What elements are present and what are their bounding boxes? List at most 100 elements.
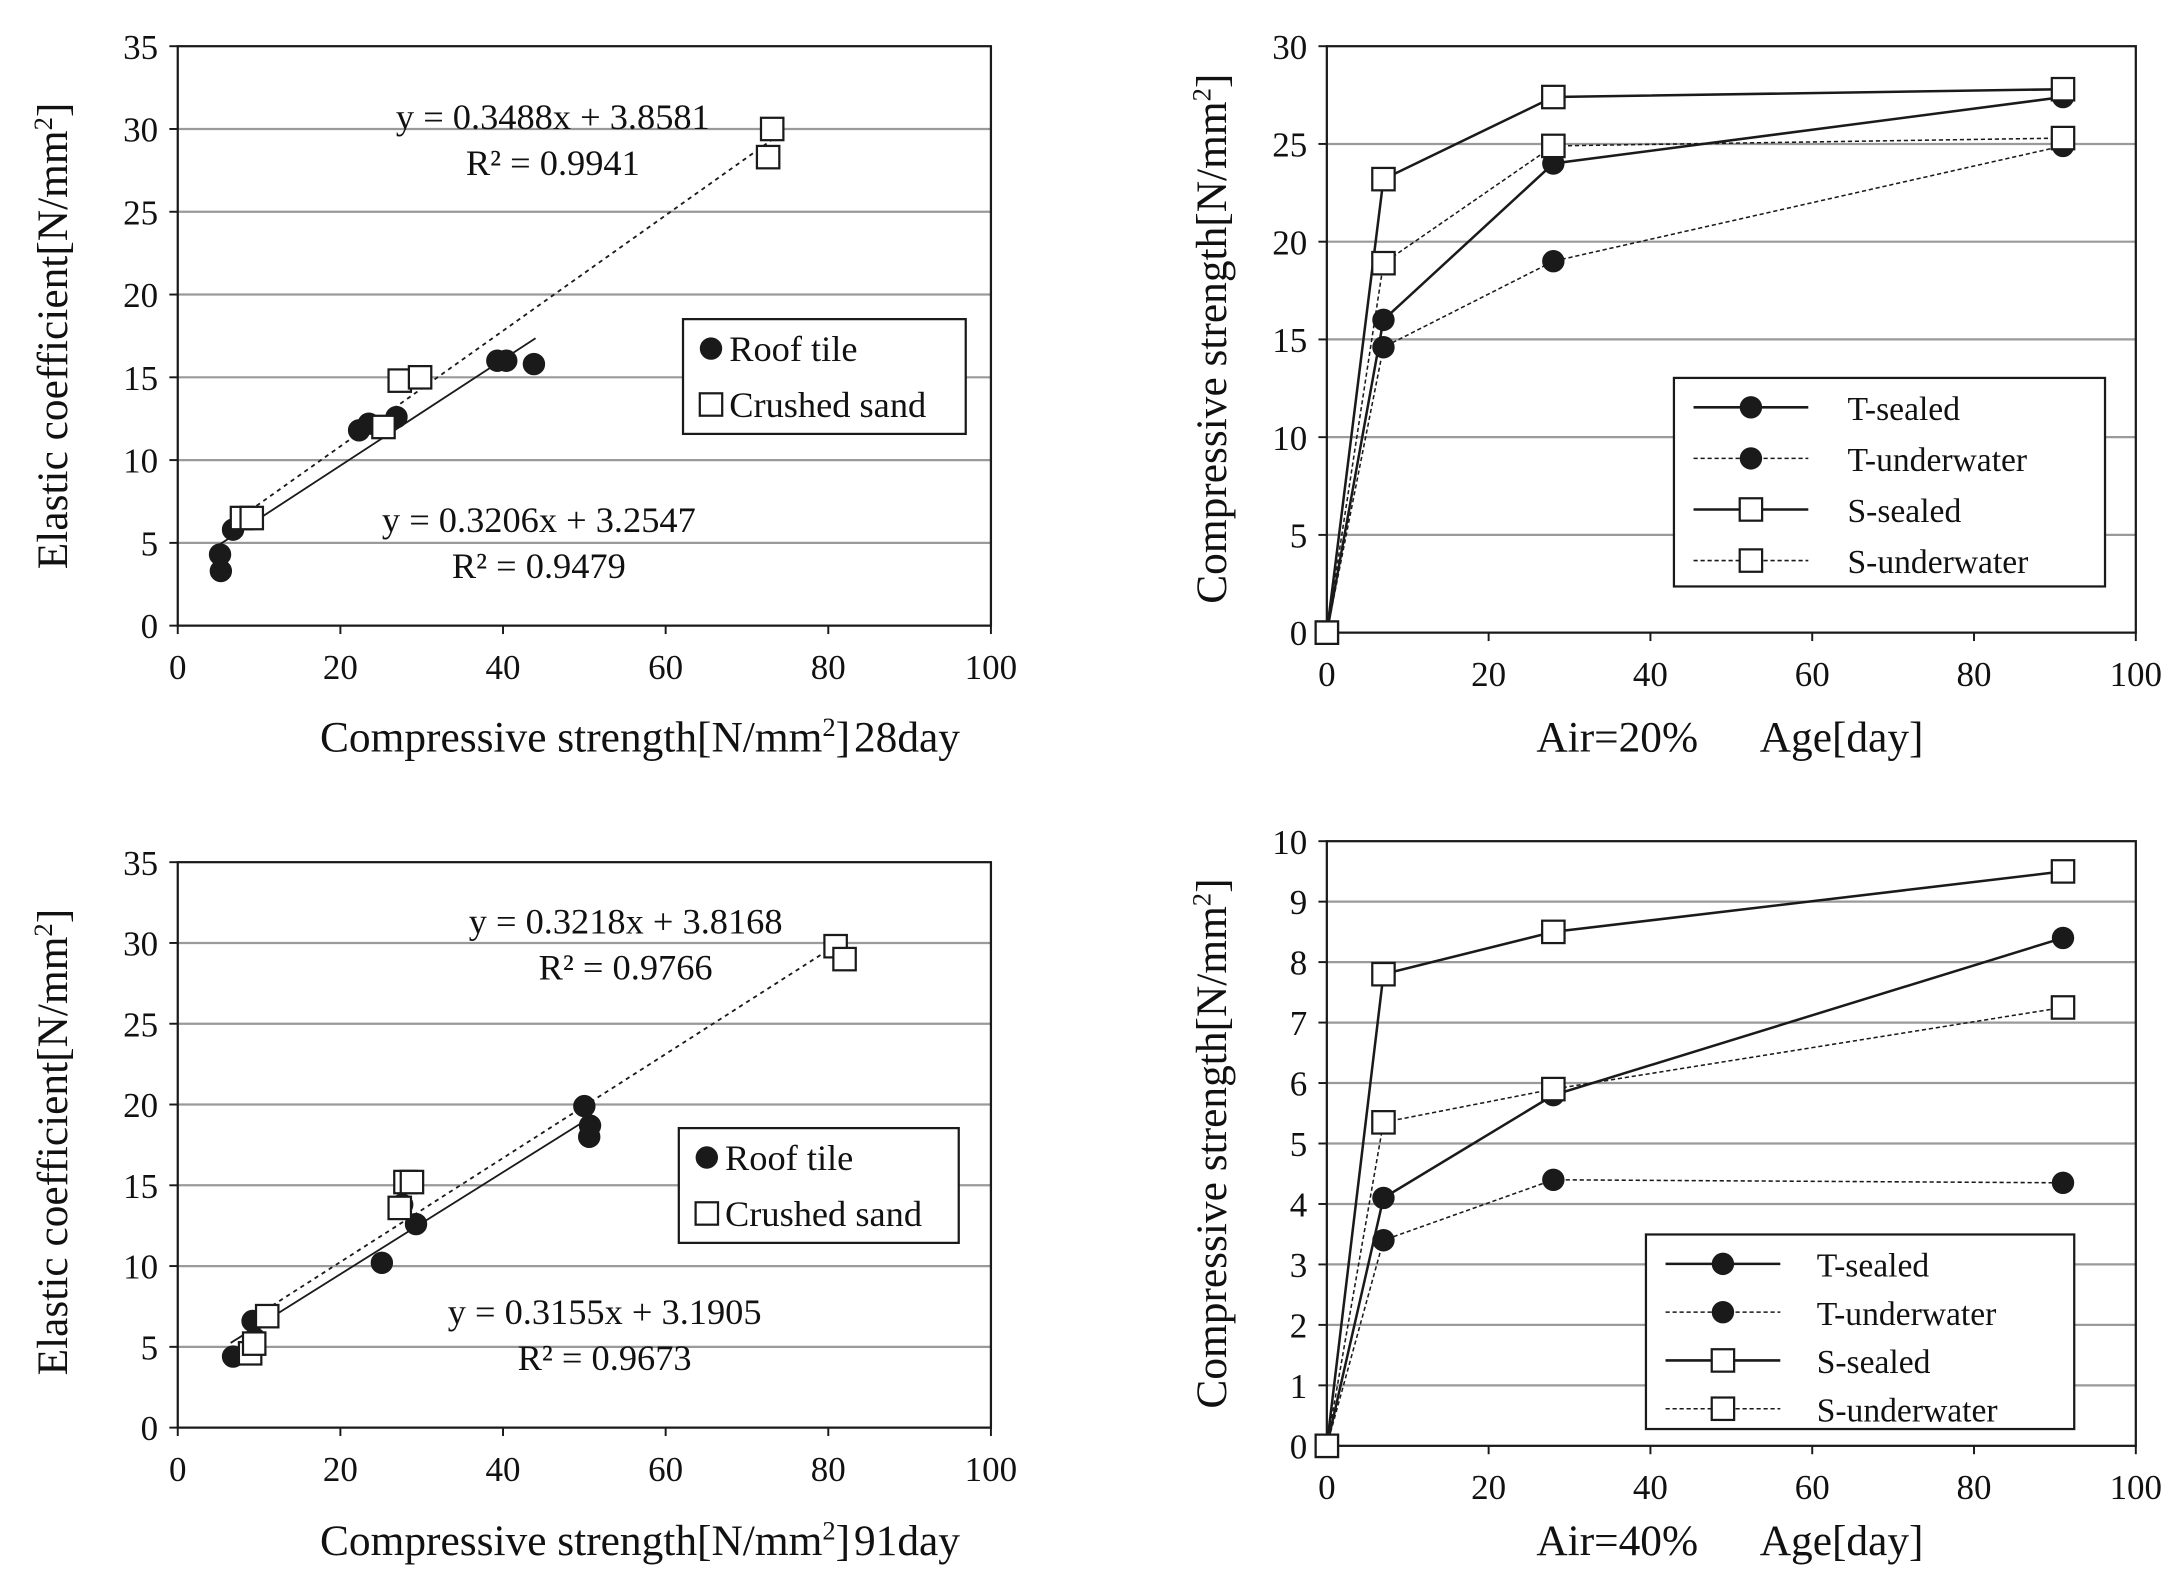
y-tick-label: 10 <box>123 1248 158 1287</box>
data-point-s-underwater <box>1314 1433 1340 1459</box>
y-tick-label: 4 <box>1290 1186 1307 1225</box>
data-point-s-sealed <box>1371 166 1396 192</box>
y-axis-title-main: Elastic coefficient[N/mm <box>29 936 77 1375</box>
data-point-s-sealed <box>2050 76 2076 102</box>
legend: Roof tile Crushed sand <box>677 1126 960 1244</box>
trendline-roof-tile <box>217 337 537 546</box>
y-axis-title-superscript: 2 <box>28 923 58 936</box>
data-point-crushed-sand <box>241 1331 267 1356</box>
x-tick-label: 100 <box>2110 655 2162 694</box>
y-axis-title-main: Elastic coefficient[N/mm <box>29 130 77 569</box>
data-point-crushed-sand <box>407 364 433 390</box>
y-tick-label: 0 <box>1290 1427 1307 1466</box>
data-point-s-sealed <box>1541 919 1566 945</box>
legend: T-sealed T-underwater S-sealed S-underwater <box>1644 1233 2076 1431</box>
x-axis-title-main: Age[day] <box>1760 714 1924 762</box>
plot-area-frame <box>1325 840 2137 1447</box>
plot-area-frame <box>176 45 993 627</box>
x-tick-label: 60 <box>1795 655 1830 694</box>
data-point-s-underwater <box>1371 250 1396 276</box>
data-point-crushed-sand <box>254 1303 280 1329</box>
y-tick-label: 25 <box>123 1005 158 1044</box>
chart-panel-top-right: 0 5 10 15 20 25 30 0 20 40 60 80 100 Air=20% Age[day] C… <box>1187 28 2162 762</box>
x-tick-label: 80 <box>811 648 846 687</box>
data-point-t-underwater <box>1542 1168 1565 1191</box>
trendline-crushed-sand <box>242 139 772 517</box>
y-tick-label: 0 <box>141 607 159 646</box>
data-point-roof-tile <box>578 1125 601 1149</box>
x-axis-title-close: ] <box>836 714 850 762</box>
data-point-roof-tile <box>495 349 518 372</box>
series-line-s-underwater <box>1326 137 2064 633</box>
legend-marker <box>1711 1252 1735 1276</box>
legend-marker <box>695 1146 719 1169</box>
chart-panel-top-left: 0 5 10 15 20 25 30 35 0 20 40 60 80 100 Compressive st… <box>28 28 1017 762</box>
data-point-s-underwater <box>1541 133 1566 159</box>
x-tick-label: 80 <box>1957 1468 1992 1507</box>
x-axis-title-air: Air=40% <box>1536 1517 1698 1565</box>
legend-label: Roof tile <box>729 329 857 369</box>
x-axis-title: Air=40% Age[day] <box>1536 1517 1923 1565</box>
legend-label: T-underwater <box>1817 1296 1997 1333</box>
series-line-s-underwater <box>1326 1006 2064 1446</box>
x-tick-label: 20 <box>1471 655 1506 694</box>
y-axis-title-close: ] <box>29 909 77 923</box>
x-axis-title-close: ] <box>836 1517 850 1565</box>
y-tick-label: 20 <box>1272 223 1307 262</box>
legend-marker <box>1710 1348 1736 1373</box>
x-tick-label: 40 <box>1633 655 1668 694</box>
series-line-s-sealed <box>1325 870 2064 1446</box>
legend-label: S-sealed <box>1817 1344 1931 1381</box>
x-axis-title-superscript: 2 <box>822 1516 835 1546</box>
legend-label: T-underwater <box>1847 442 2027 479</box>
data-point-s-sealed <box>2050 859 2076 884</box>
y-axis-title: Elastic coefficient[N/mm2] <box>28 103 77 570</box>
data-point-t-sealed <box>1372 1186 1395 1210</box>
data-point-crushed-sand <box>239 505 265 531</box>
y-tick-label: 1 <box>1290 1367 1307 1406</box>
y-tick-label: 2 <box>1290 1306 1307 1345</box>
legend-label: Crushed sand <box>725 1194 922 1234</box>
x-tick-label: 60 <box>1795 1468 1830 1507</box>
x-tick-label: 80 <box>1957 655 1992 694</box>
y-tick-label: 35 <box>123 28 158 67</box>
legend-marker <box>1711 1300 1735 1324</box>
trendline-r-squared: R² = 0.9941 <box>466 143 640 183</box>
legend-marker <box>698 392 724 417</box>
y-axis-title: Compressive strength[N/mm2] <box>1187 74 1236 604</box>
x-tick-label: 80 <box>811 1450 846 1489</box>
data-point-t-sealed <box>2051 926 2075 950</box>
data-point-roof-tile <box>370 1251 394 1275</box>
y-axis-title-main: Compressive strength[N/mm <box>1188 101 1236 604</box>
legend-marker <box>1738 548 1764 573</box>
y-tick-label: 6 <box>1290 1065 1307 1104</box>
data-point-t-underwater <box>2051 1171 2075 1195</box>
y-axis-title-close: ] <box>29 103 77 117</box>
y-axis-title: Elastic coefficient[N/mm2] <box>28 909 77 1376</box>
y-axis-title-superscript: 2 <box>1187 88 1217 101</box>
x-tick-label: 0 <box>169 648 187 687</box>
x-axis-title-day: 91day <box>854 1517 960 1565</box>
data-point-crushed-sand <box>832 946 857 972</box>
data-point-crushed-sand <box>399 1169 425 1195</box>
trendline-r-squared: R² = 0.9673 <box>518 1338 692 1378</box>
data-point-crushed-sand <box>755 144 781 170</box>
y-tick-label: 10 <box>1272 419 1307 458</box>
x-axis-title-air: Air=20% <box>1536 714 1698 762</box>
x-axis-title: Compressive strength[N/mm2] <box>320 712 850 761</box>
y-axis-title-superscript: 2 <box>1187 893 1217 906</box>
y-tick-label: 20 <box>123 276 158 315</box>
legend-marker <box>1739 396 1763 419</box>
trendline-equation: y = 0.3155x + 3.1905 <box>448 1292 762 1332</box>
y-tick-label: 0 <box>141 1409 159 1448</box>
legend-marker <box>1738 497 1764 522</box>
y-tick-label: 5 <box>1290 1125 1307 1164</box>
y-tick-label: 10 <box>123 442 158 481</box>
data-point-crushed-sand <box>387 1195 413 1221</box>
x-tick-label: 0 <box>1318 655 1336 694</box>
trendline-equation: y = 0.3488x + 3.8581 <box>396 97 710 137</box>
y-tick-label: 3 <box>1290 1246 1307 1285</box>
legend-frame <box>677 1126 960 1244</box>
y-tick-label: 35 <box>123 844 158 883</box>
